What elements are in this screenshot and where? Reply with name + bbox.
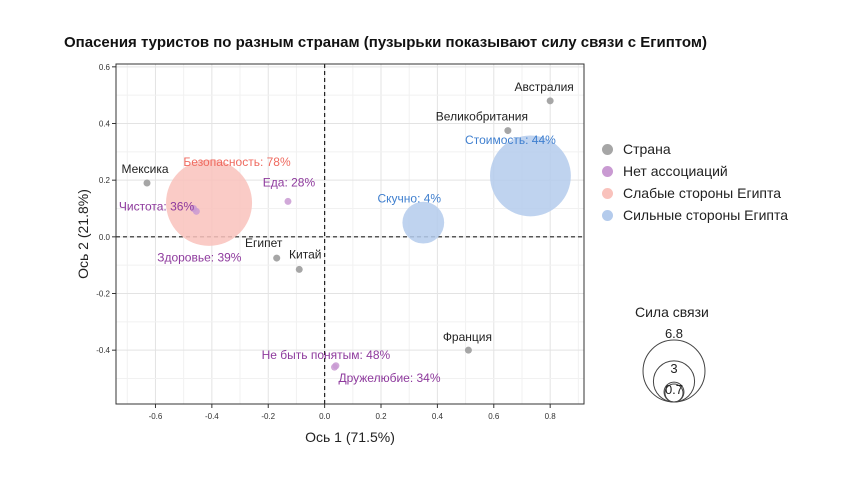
- y-tick-label: -0.4: [96, 346, 110, 355]
- bubble-point: [273, 254, 281, 262]
- axes: -0.6 -0.4 -0.2 0.0 0.2 0.4 0.6 0.8 -0.4 -0.2 0.0 0.…: [75, 63, 556, 445]
- point-label: Безопасность: 78%: [183, 155, 291, 169]
- legend-swatch: [602, 187, 613, 199]
- point-label: Стоимость: 44%: [465, 133, 556, 147]
- point-label: Чистота: 36%: [119, 200, 195, 214]
- legend-swatch: [602, 165, 613, 177]
- size-legend-circle: [664, 383, 684, 403]
- bubble-point: [490, 135, 571, 217]
- x-tick-label: 0.0: [319, 412, 331, 421]
- bubble-point: [504, 127, 512, 135]
- x-tick-label: 0.2: [375, 412, 387, 421]
- x-tick-label: 0.8: [545, 412, 557, 421]
- x-axis-label: Ось 1 (71.5%): [305, 429, 395, 445]
- y-axis-label: Ось 2 (21.8%): [75, 189, 91, 279]
- bubble-layer: [143, 97, 571, 371]
- point-label: Здоровье: 39%: [157, 250, 242, 264]
- y-tick-label: 0.0: [99, 233, 111, 242]
- bubble-point: [284, 197, 292, 205]
- point-label: Дружелюбие: 34%: [338, 371, 440, 385]
- legend-label: Слабые стороны Египта: [623, 185, 782, 201]
- bubble-point: [166, 159, 253, 246]
- point-label: Еда: 28%: [263, 175, 316, 189]
- legend-item: Нет ассоциаций: [598, 160, 788, 182]
- size-legend-title: Сила связи: [635, 304, 709, 320]
- point-label: Австралия: [515, 80, 574, 94]
- legend-label: Нет ассоциаций: [623, 163, 728, 179]
- size-legend-value: 6.8: [665, 326, 683, 341]
- point-label: Великобритания: [436, 110, 528, 124]
- y-tick-label: 0.4: [99, 120, 111, 129]
- x-tick-label: -0.6: [149, 412, 163, 421]
- x-tick-label: 0.6: [488, 412, 500, 421]
- point-label: Скучно: 4%: [377, 192, 441, 206]
- plot-border: [115, 63, 585, 405]
- legend-item: Страна: [598, 138, 788, 160]
- size-legend-value: 0.7: [665, 382, 683, 397]
- bubble-point: [402, 201, 445, 244]
- point-label: Египет: [245, 236, 283, 250]
- size-legend-value: 3: [670, 361, 677, 376]
- bubble-point: [330, 363, 338, 371]
- point-label: Китай: [289, 247, 321, 261]
- legend-label: Сильные стороны Египта: [623, 207, 789, 223]
- point-label: Франция: [443, 330, 492, 344]
- x-tick-label: 0.4: [432, 412, 444, 421]
- legend-item: Слабые стороны Египта: [598, 182, 788, 204]
- bubble-point: [464, 346, 472, 354]
- y-tick-label: 0.2: [99, 176, 111, 185]
- legend-label: Страна: [623, 141, 671, 157]
- x-tick-label: -0.4: [205, 412, 219, 421]
- point-label: Не быть понятым: 48%: [262, 348, 391, 362]
- size-legend: 6.8 3 0.7: [642, 326, 706, 403]
- y-tick-label: -0.2: [96, 290, 110, 299]
- legend-swatch: [602, 143, 613, 155]
- point-labels: Австралия Великобритания Мексика Египет Кита…: [119, 80, 574, 385]
- point-label: Мексика: [121, 162, 168, 176]
- bubble-point: [546, 97, 554, 105]
- y-tick-label: 0.6: [99, 63, 111, 72]
- legend: Страна Нет ассоциаций Слабые стороны Египт…: [598, 138, 788, 226]
- legend-item: Сильные стороны Египта: [598, 204, 788, 226]
- bubble-point: [295, 265, 303, 273]
- legend-swatch: [602, 209, 613, 221]
- x-tick-label: -0.2: [261, 412, 275, 421]
- chart-title: Опасения туристов по разным странам (пуз…: [64, 34, 707, 51]
- bubble-point: [143, 179, 151, 187]
- bubble-point: [192, 207, 200, 215]
